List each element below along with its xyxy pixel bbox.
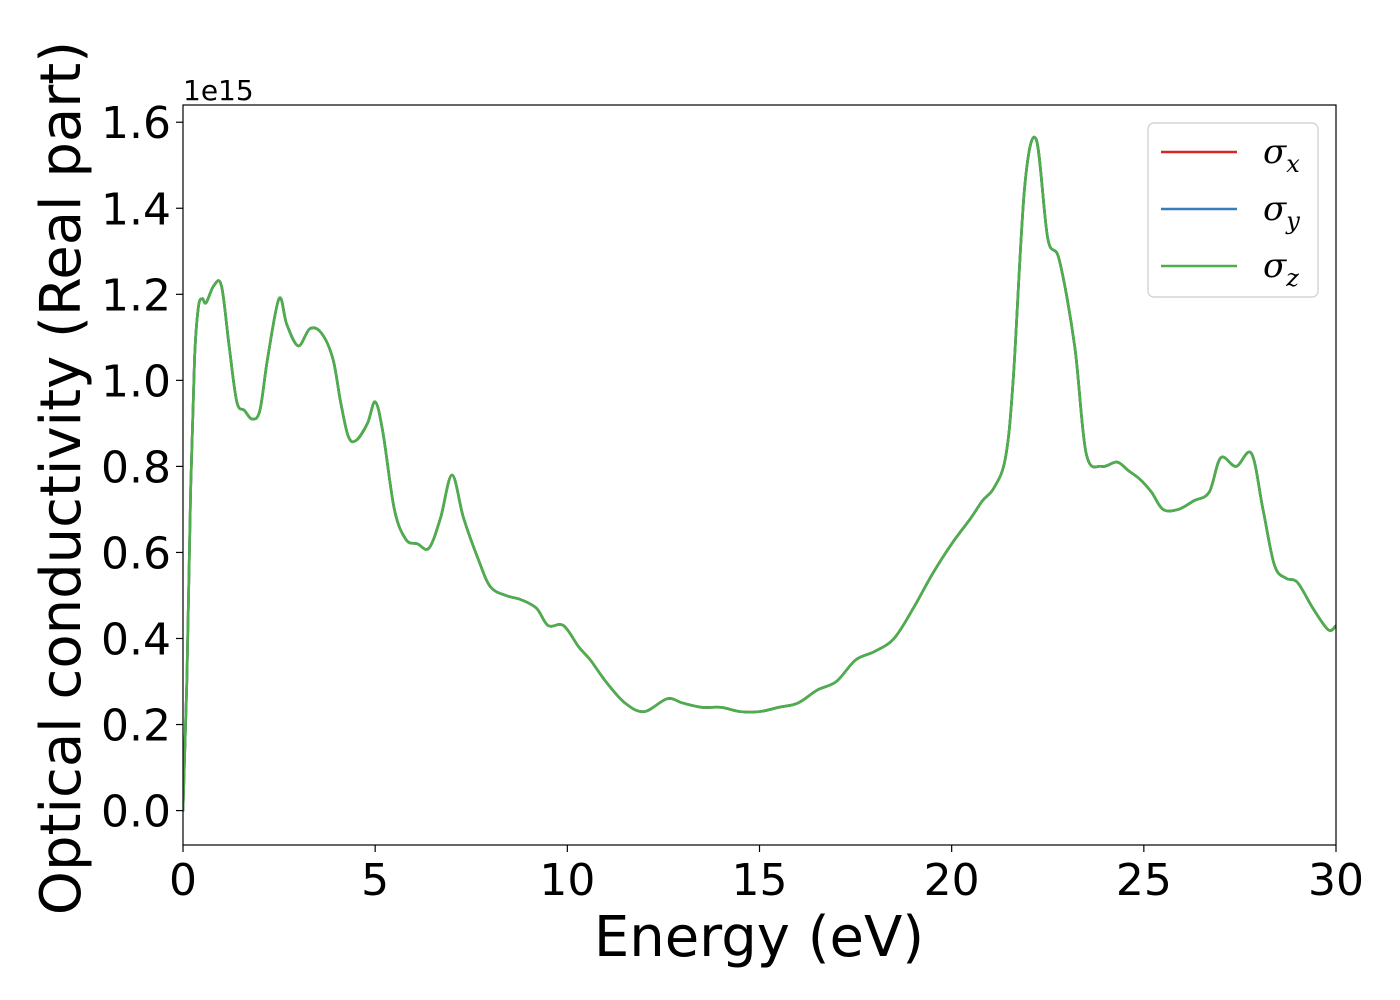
legend-label-x: σx — [1263, 132, 1300, 178]
y-offset-label: 1e15 — [183, 74, 254, 107]
y-axis-label: Optical conductivity (Real part) — [29, 41, 94, 915]
x-tick-label: 0 — [169, 855, 197, 906]
y-tick-label: 1.2 — [101, 270, 171, 321]
y-tick-label: 1.0 — [101, 356, 171, 407]
y-tick-label: 0.6 — [101, 528, 171, 579]
y-tick-label: 0.8 — [101, 442, 171, 493]
legend: σx σy σz — [1147, 122, 1319, 298]
x-tick-label: 5 — [361, 855, 389, 906]
x-tick-label: 15 — [732, 855, 788, 906]
y-tick-label: 1.6 — [101, 98, 171, 149]
series-line-z — [183, 135, 1336, 812]
y-tick-label: 1.4 — [101, 184, 171, 235]
legend-label-y: σy — [1263, 189, 1300, 235]
y-tick-label: 0.0 — [101, 787, 171, 838]
x-tick-label: 25 — [1116, 855, 1172, 906]
x-tick-label: 30 — [1308, 855, 1364, 906]
y-tick-label: 0.2 — [101, 701, 171, 752]
x-axis-ticks: 0 5 10 15 20 25 30 — [169, 845, 1364, 906]
y-axis-ticks: 0.0 0.2 0.4 0.6 0.8 1.0 1.2 1.4 1.6 — [101, 98, 183, 838]
y-tick-label: 0.4 — [101, 614, 171, 665]
x-tick-label: 10 — [539, 855, 595, 906]
plot-lines — [183, 135, 1336, 812]
x-tick-label: 20 — [924, 855, 980, 906]
legend-label-z: σz — [1263, 246, 1299, 292]
x-axis-label: Energy (eV) — [594, 905, 924, 970]
